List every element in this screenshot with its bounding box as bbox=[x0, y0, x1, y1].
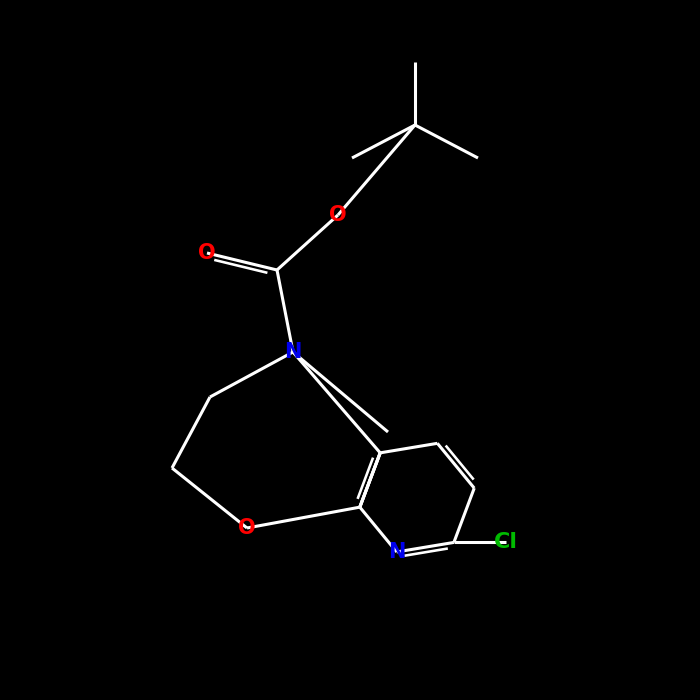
Text: Cl: Cl bbox=[494, 533, 518, 552]
Text: O: O bbox=[238, 518, 256, 538]
Text: N: N bbox=[284, 342, 302, 362]
Text: O: O bbox=[329, 205, 346, 225]
Text: N: N bbox=[388, 542, 405, 562]
Text: O: O bbox=[198, 243, 216, 263]
